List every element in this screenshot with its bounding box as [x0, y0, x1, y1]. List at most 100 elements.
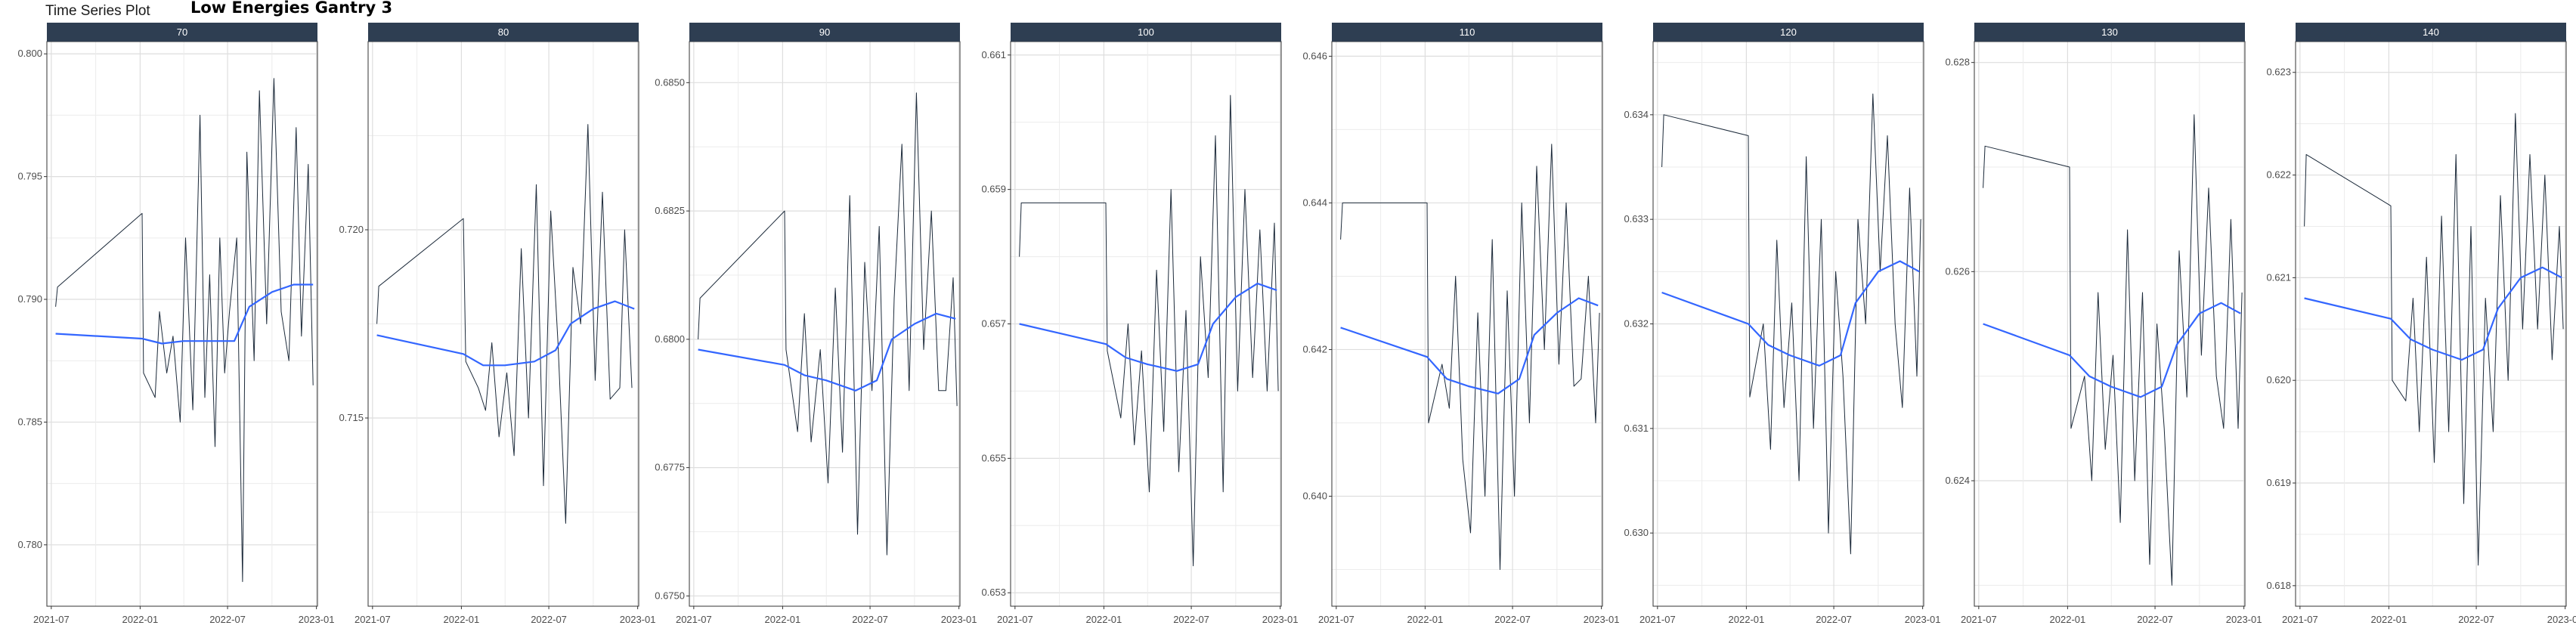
y-tick-label: 0.622 [2266, 169, 2291, 181]
x-tick-label: 2022-01 [2371, 614, 2407, 625]
facet-strip-label: 70 [177, 26, 187, 38]
smoothed-series-line [1983, 302, 2241, 398]
y-tick-label: 0.661 [981, 49, 1006, 60]
y-tick-label: 0.619 [2266, 477, 2291, 488]
x-tick-label: 2022-01 [122, 614, 159, 625]
facet-strip [1332, 23, 1602, 42]
measured-series-line [1661, 93, 1921, 555]
x-tick-label: 2023-01 [1905, 614, 1941, 625]
y-tick-label: 0.790 [17, 293, 42, 305]
y-tick-label: 0.633 [1624, 213, 1649, 224]
x-tick-label: 2022-01 [444, 614, 480, 625]
measured-series-line [1019, 94, 1279, 567]
y-tick-label: 0.646 [1302, 50, 1327, 61]
x-tick-label: 2022-07 [1816, 614, 1852, 625]
x-tick-label: 2021-07 [1639, 614, 1676, 625]
y-tick-label: 0.631 [1624, 423, 1649, 434]
x-tick-label: 2023-01 [299, 614, 335, 625]
y-tick-label: 0.655 [981, 452, 1006, 463]
facet-strip [1011, 23, 1281, 42]
y-tick-label: 0.623 [2266, 67, 2291, 78]
x-tick-label: 2021-07 [33, 614, 70, 625]
facet-strip [47, 23, 317, 42]
smoothed-series-line [376, 300, 635, 367]
x-tick-label: 2021-07 [355, 614, 391, 625]
x-tick-label: 2023-01 [941, 614, 977, 625]
facet-strip [1653, 23, 1924, 42]
y-tick-label: 0.642 [1302, 343, 1327, 355]
measured-series-line [1340, 144, 1600, 570]
y-tick-label: 0.618 [2266, 580, 2291, 591]
measured-series-line [1983, 114, 2243, 586]
x-tick-label: 2022-01 [765, 614, 801, 625]
y-tick-label: 0.628 [1945, 57, 1970, 68]
facet-strip-label: 100 [1138, 26, 1154, 38]
y-tick-label: 0.632 [1624, 318, 1649, 330]
x-tick-label: 2021-07 [997, 614, 1033, 625]
x-tick-label: 2023-01 [2226, 614, 2262, 625]
x-tick-label: 2022-07 [1494, 614, 1531, 625]
x-tick-label: 2022-07 [2458, 614, 2494, 625]
x-tick-label: 2023-01 [620, 614, 656, 625]
facet-strip-label: 120 [1780, 26, 1797, 38]
page-title: Time Series Plot [45, 3, 150, 19]
y-tick-label: 0.800 [17, 48, 42, 59]
y-tick-label: 0.6825 [655, 205, 685, 216]
x-tick-label: 2022-01 [2050, 614, 2086, 625]
panel-background [47, 42, 317, 606]
y-tick-label: 0.620 [2266, 374, 2291, 385]
measured-series-line [698, 92, 958, 556]
x-tick-label: 2022-07 [852, 614, 888, 625]
smoothed-series-line [1340, 297, 1599, 395]
y-tick-label: 0.657 [981, 318, 1006, 330]
smoothed-series-line [2304, 266, 2562, 361]
y-tick-label: 0.624 [1945, 475, 1970, 486]
smoothed-series-line [1019, 283, 1277, 372]
y-tick-label: 0.644 [1302, 197, 1327, 208]
x-tick-label: 2022-07 [531, 614, 567, 625]
facet-strip-label: 130 [2101, 26, 2118, 38]
x-tick-label: 2023-01 [1262, 614, 1299, 625]
x-tick-label: 2021-07 [1961, 614, 1997, 625]
y-tick-label: 0.720 [339, 224, 364, 235]
facet-strip [368, 23, 639, 42]
y-tick-label: 0.626 [1945, 265, 1970, 277]
figure-title: Low Energies Gantry 3 [190, 0, 393, 17]
x-tick-label: 2021-07 [2282, 614, 2318, 625]
y-tick-label: 0.6800 [655, 333, 685, 345]
facet-strip-label: 90 [819, 26, 830, 38]
facet-strip-label: 110 [1460, 26, 1475, 38]
panel-background [689, 42, 960, 606]
y-tick-label: 0.640 [1302, 490, 1327, 501]
panel-background [1974, 42, 2245, 606]
x-tick-label: 2022-01 [1407, 614, 1444, 625]
y-tick-label: 0.659 [981, 184, 1006, 195]
smoothed-series-line [1661, 260, 1920, 367]
y-tick-label: 0.785 [17, 416, 42, 427]
panel-background [2296, 42, 2566, 606]
y-tick-label: 0.653 [981, 587, 1006, 598]
y-tick-label: 0.6750 [655, 590, 685, 601]
x-tick-label: 2022-07 [2137, 614, 2173, 625]
facet-strip [2296, 23, 2566, 42]
y-tick-label: 0.795 [17, 171, 42, 182]
facet-strip-label: 140 [2423, 26, 2439, 38]
y-tick-label: 0.634 [1624, 109, 1649, 120]
x-tick-label: 2022-01 [1086, 614, 1122, 625]
measured-series-line [376, 124, 633, 524]
smoothed-series-line [698, 312, 956, 392]
smoothed-series-line [55, 283, 314, 345]
facet-strip [1974, 23, 2245, 42]
y-tick-label: 0.630 [1624, 527, 1649, 538]
x-tick-label: 2021-07 [676, 614, 712, 625]
x-tick-label: 2023-01 [2547, 614, 2576, 625]
y-tick-label: 0.780 [17, 539, 42, 550]
y-tick-label: 0.6775 [655, 462, 685, 473]
x-tick-label: 2023-01 [1584, 614, 1620, 625]
x-tick-label: 2022-01 [1729, 614, 1765, 625]
panel-background [1332, 42, 1602, 606]
x-tick-label: 2022-07 [1173, 614, 1209, 625]
facet-strip [689, 23, 960, 42]
facet-strip-label: 80 [498, 26, 509, 38]
